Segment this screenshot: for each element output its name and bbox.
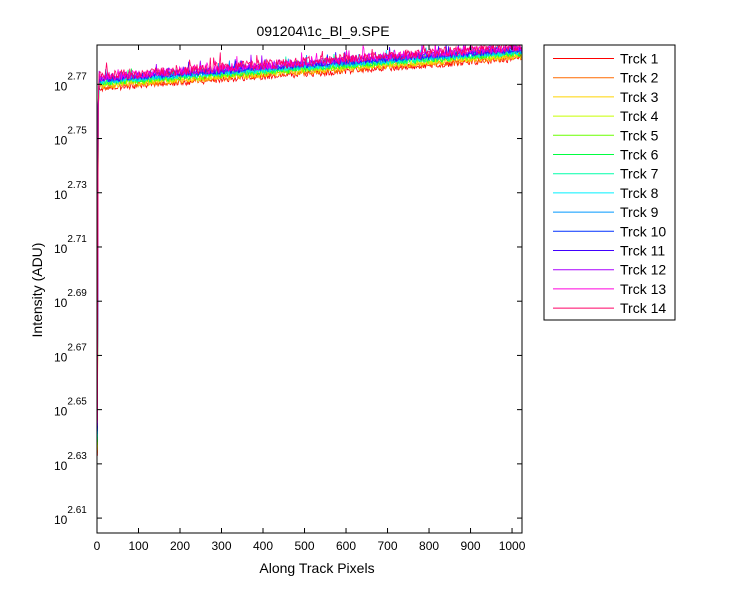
x-tick-label: 1000 <box>499 539 526 553</box>
y-tick-label: 102.75 <box>54 126 87 148</box>
legend-entry-label: Trck 12 <box>620 262 666 278</box>
chart-title: 091204\1c_Bl_9.SPE <box>256 23 389 39</box>
legend-entry-label: Trck 2 <box>620 70 659 86</box>
x-tick-label: 200 <box>170 539 190 553</box>
x-tick-label: 700 <box>378 539 398 553</box>
x-axis-label: Along Track Pixels <box>259 560 374 576</box>
y-axis-label: Intensity (ADU) <box>29 243 45 338</box>
legend-frame <box>543 44 676 321</box>
y-axis-ticks: 102.61 102.63 102.65 102.67 102.69 102.71 102.… <box>54 71 522 527</box>
legend-entry-label: Trck 3 <box>620 89 659 105</box>
series-line <box>97 45 522 421</box>
legend-entry-label: Trck 11 <box>620 243 665 259</box>
legend-entry-label: Trck 10 <box>620 223 666 239</box>
legend-entry-label: Trck 5 <box>620 127 659 143</box>
series-layer <box>97 45 522 456</box>
x-axis-ticks: 0 100 200 300 400 500 600 700 800 900 1000 <box>94 45 526 553</box>
y-tick-label: 102.61 <box>54 505 87 527</box>
y-tick-label: 102.63 <box>54 451 87 473</box>
plot-area-frame <box>96 44 523 534</box>
legend-entry-label: Trck 6 <box>620 147 659 163</box>
x-tick-label: 100 <box>128 539 148 553</box>
legend-entry-label: Trck 7 <box>620 166 659 182</box>
x-tick-label: 600 <box>336 539 356 553</box>
y-tick-label: 102.71 <box>54 234 87 256</box>
legend-entry-label: Trck 8 <box>620 185 659 201</box>
y-tick-label: 102.65 <box>54 397 87 419</box>
legend-entry-label: Trck 14 <box>620 300 666 316</box>
legend: Trck 1 Trck 2 Trck 3 Trck 4 Trck 5 Trck 6 Trck… <box>543 44 676 321</box>
y-tick-label: 102.67 <box>54 342 87 364</box>
y-tick-label: 102.77 <box>54 71 87 93</box>
x-tick-label: 500 <box>295 539 315 553</box>
legend-entry-label: Trck 9 <box>620 204 659 220</box>
x-tick-label: 800 <box>419 539 439 553</box>
x-tick-label: 300 <box>211 539 231 553</box>
legend-entry-label: Trck 1 <box>620 51 659 67</box>
x-tick-label: 400 <box>253 539 273 553</box>
legend-entry-label: Trck 4 <box>620 108 659 124</box>
plot-area-background <box>97 45 522 533</box>
y-tick-label: 102.73 <box>54 180 87 202</box>
x-tick-label: 900 <box>461 539 481 553</box>
y-tick-label: 102.69 <box>54 288 87 310</box>
legend-entry-label: Trck 13 <box>620 281 666 297</box>
x-tick-label: 0 <box>94 539 101 553</box>
